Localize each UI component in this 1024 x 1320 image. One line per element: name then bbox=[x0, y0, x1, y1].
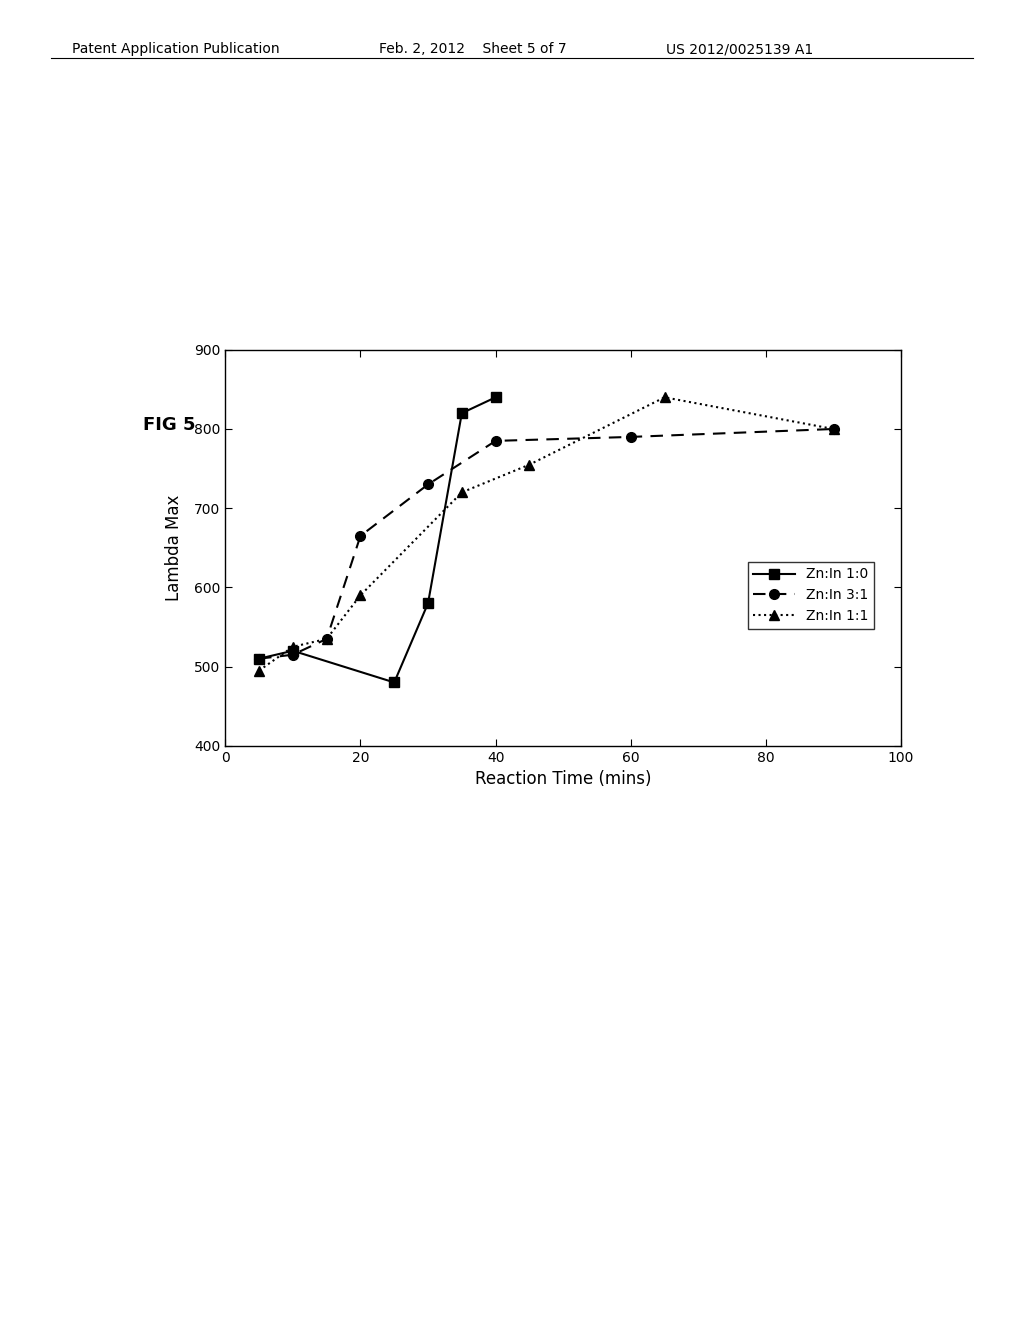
Zn:In 1:1 bbox=[354, 587, 367, 603]
Zn:In 1:0 bbox=[253, 651, 265, 667]
Zn:In 1:0 bbox=[287, 643, 299, 659]
Legend: Zn:In 1:0, Zn:In 3:1, Zn:In 1:1: Zn:In 1:0, Zn:In 3:1, Zn:In 1:1 bbox=[748, 562, 873, 628]
Text: FIG 5: FIG 5 bbox=[143, 416, 196, 434]
Zn:In 1:1 bbox=[827, 421, 840, 437]
Text: Feb. 2, 2012    Sheet 5 of 7: Feb. 2, 2012 Sheet 5 of 7 bbox=[379, 42, 566, 57]
Zn:In 1:1 bbox=[253, 663, 265, 678]
Text: Patent Application Publication: Patent Application Publication bbox=[72, 42, 280, 57]
Zn:In 3:1 bbox=[287, 647, 299, 663]
Zn:In 1:1 bbox=[523, 457, 536, 473]
Zn:In 1:0 bbox=[456, 405, 468, 421]
Zn:In 1:0 bbox=[489, 389, 502, 405]
Zn:In 1:0 bbox=[422, 595, 434, 611]
Line: Zn:In 1:1: Zn:In 1:1 bbox=[254, 392, 839, 676]
Zn:In 1:1 bbox=[321, 631, 333, 647]
Zn:In 3:1 bbox=[489, 433, 502, 449]
Zn:In 3:1 bbox=[827, 421, 840, 437]
Zn:In 1:1 bbox=[456, 484, 468, 500]
Zn:In 3:1 bbox=[625, 429, 637, 445]
Zn:In 1:0 bbox=[388, 675, 400, 690]
Y-axis label: Lambda Max: Lambda Max bbox=[165, 495, 183, 601]
Line: Zn:In 3:1: Zn:In 3:1 bbox=[254, 424, 839, 664]
Zn:In 3:1 bbox=[354, 528, 367, 544]
Zn:In 3:1 bbox=[321, 631, 333, 647]
Zn:In 3:1 bbox=[253, 651, 265, 667]
Text: US 2012/0025139 A1: US 2012/0025139 A1 bbox=[666, 42, 813, 57]
Zn:In 1:1 bbox=[287, 639, 299, 655]
Zn:In 3:1 bbox=[422, 477, 434, 492]
Zn:In 1:1 bbox=[658, 389, 671, 405]
Line: Zn:In 1:0: Zn:In 1:0 bbox=[254, 392, 501, 688]
X-axis label: Reaction Time (mins): Reaction Time (mins) bbox=[475, 770, 651, 788]
